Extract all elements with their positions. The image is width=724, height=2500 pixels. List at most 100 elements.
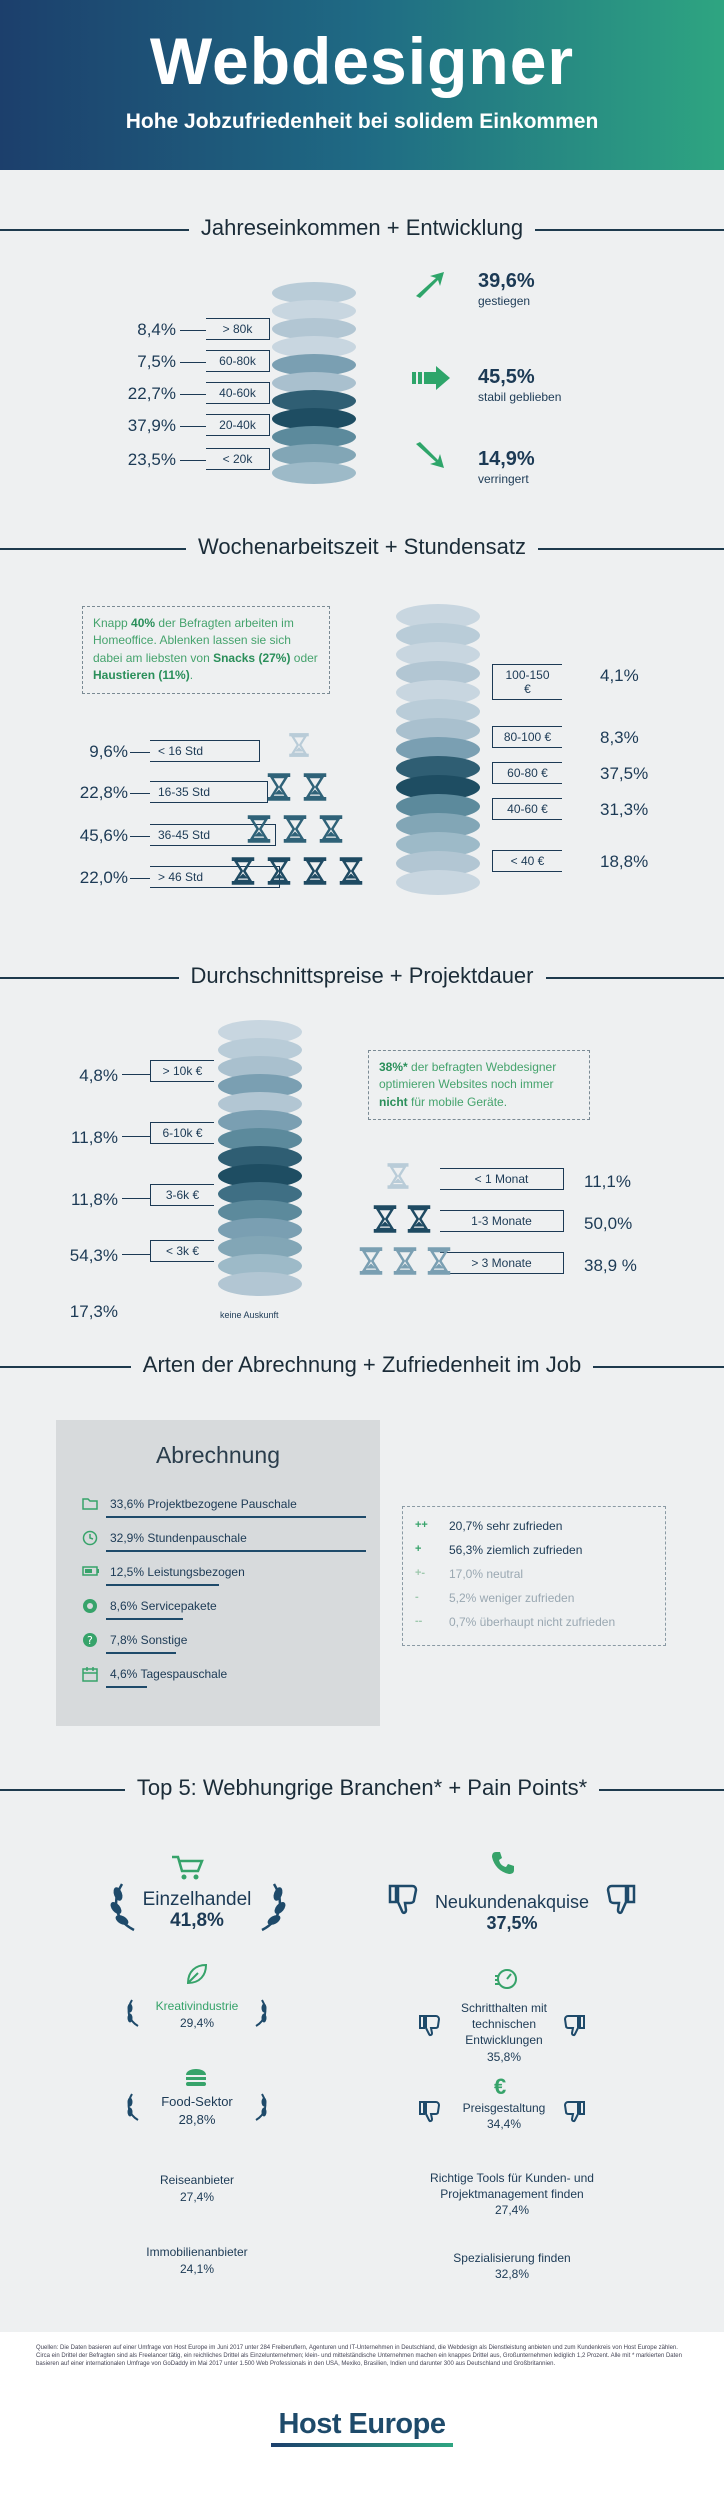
hours-pct: 9,6% — [89, 742, 128, 761]
duration-pct: 50,0% — [584, 1214, 633, 1233]
hours-label: < 16 Std — [150, 740, 260, 762]
satisfaction-symbol: +- — [415, 1567, 426, 1579]
trend-value: 14,9% — [478, 448, 535, 470]
laurel-right-small-icon — [252, 1998, 270, 2033]
page-title: Webdesigner — [149, 24, 575, 98]
satisfaction-symbol: - — [415, 1591, 419, 1603]
price-coin-stack — [218, 1020, 302, 1310]
industry-1: Einzelhandel 41,8% — [142, 1889, 252, 1931]
top5-section-title: Top 5: Webhungrige Branchen* + Pain Poin… — [0, 1775, 724, 1801]
hourglass-icon — [424, 1246, 454, 1276]
speed-icon — [494, 1966, 518, 1995]
rate-pct: 31,3% — [600, 800, 649, 819]
pain-4: Richtige Tools für Kunden- und Projektma… — [430, 2171, 594, 2218]
income-pct: 37,9% — [127, 416, 176, 435]
billing-bar — [106, 1516, 366, 1518]
package-icon — [82, 1598, 100, 1614]
pain-5: Spezialisierung finden 32,8% — [453, 2251, 571, 2282]
rate-pct: 4,1% — [600, 666, 639, 685]
hourglass-icon — [228, 856, 258, 886]
price-label: 6-10k € — [150, 1122, 214, 1144]
hourglass-icon — [264, 856, 294, 886]
duration-pct: 38,9 % — [584, 1256, 637, 1275]
income-pct: 22,7% — [127, 384, 176, 403]
satisfaction-item: 5,2% weniger zufrieden — [449, 1591, 575, 1605]
price-connector — [122, 1074, 150, 1075]
rate-label: 40-60 € — [492, 798, 562, 820]
duration-label: < 1 Monat — [440, 1168, 564, 1190]
hourglass-icon — [300, 772, 330, 802]
leaf-icon — [184, 1963, 208, 1992]
rate-pct: 18,8% — [600, 852, 649, 871]
rate-label: 80-100 € — [492, 726, 562, 748]
price-pct: 11,8% — [71, 1190, 118, 1209]
footer: Quellen: Die Daten basieren auf einer Um… — [0, 2332, 724, 2500]
income-connector — [180, 460, 206, 461]
price-label: < 3k € — [150, 1240, 214, 1262]
hourglass-icon — [244, 814, 274, 844]
billing-bar — [106, 1686, 147, 1688]
thumbs-down-small-icon — [562, 2014, 586, 2043]
trend-label: verringert — [478, 472, 529, 486]
hourglass-icon — [390, 1246, 420, 1276]
price-pct: 4,8% — [79, 1066, 118, 1085]
coin — [396, 870, 480, 895]
billing-bar — [106, 1550, 366, 1552]
price-label: 3-6k € — [150, 1184, 214, 1206]
trend-label: gestiegen — [478, 294, 531, 308]
price-connector — [122, 1254, 150, 1255]
industry-3: Food-Sektor 28,8% — [161, 2094, 233, 2127]
euro-icon: € — [494, 2074, 507, 2099]
homeoffice-note: Knapp 40% der Befragten arbeiten im Home… — [82, 606, 330, 694]
folder-icon — [82, 1496, 100, 1512]
hours-connector — [130, 836, 150, 837]
arrow-up-icon — [412, 270, 448, 305]
income-label: > 80k — [206, 318, 270, 340]
hours-pct: 22,0% — [79, 868, 128, 887]
price-label: > 10k € — [150, 1060, 214, 1082]
income-connector — [180, 426, 206, 427]
billing-item: 7,8% Sonstige — [110, 1633, 188, 1647]
satisfaction-item: 56,3% ziemlich zufrieden — [449, 1543, 583, 1557]
prices-section-title: Durchschnittspreise + Projektdauer — [0, 963, 724, 989]
rate-label: < 40 € — [492, 850, 562, 872]
industry-4: Reiseanbieter 27,4% — [159, 2173, 235, 2204]
sources-text: Quellen: Die Daten basieren auf einer Um… — [36, 2345, 682, 2368]
laurel-right-small-icon — [252, 2092, 270, 2127]
satisfaction-item: 20,7% sehr zufrieden — [449, 1519, 563, 1533]
page-subtitle: Hohe Jobzufriedenheit bei solidem Einkom… — [125, 110, 599, 133]
hourglass-icon — [404, 1204, 434, 1234]
price-label-none: keine Auskunft — [220, 1310, 279, 1320]
billing-box: Abrechnung 33,6% Projektbezogene Pauscha… — [56, 1420, 380, 1726]
mobile-note: 38%* der befragten Webdesigner optimiere… — [368, 1050, 590, 1121]
income-label: 60-80k — [206, 350, 270, 372]
satisfaction-symbol: + — [415, 1543, 422, 1555]
income-label: 20-40k — [206, 414, 270, 436]
billing-bar — [106, 1584, 219, 1586]
billing-bar — [106, 1652, 176, 1654]
industry-2: Kreativindustrie 29,4% — [155, 1999, 239, 2030]
header-banner: Webdesigner Hohe Jobzufriedenheit bei so… — [0, 0, 724, 170]
phone-icon — [490, 1850, 514, 1881]
price-connector — [122, 1198, 150, 1199]
battery-icon — [82, 1564, 100, 1580]
income-connector — [180, 394, 206, 395]
hours-pct: 45,6% — [79, 826, 128, 845]
rate-pct: 37,5% — [600, 764, 649, 783]
income-pct: 7,5% — [137, 352, 176, 371]
duration-label: 1-3 Monate — [440, 1210, 564, 1232]
laurel-left-small-icon — [124, 1998, 142, 2033]
hours-label: > 46 Std — [150, 866, 280, 888]
work-section-title: Wochenarbeitszeit + Stundensatz — [0, 534, 724, 560]
price-pct: 17,3% — [69, 1302, 118, 1321]
thumbs-down-icon — [604, 1882, 638, 1921]
thumbs-down-small-icon — [562, 2100, 586, 2129]
price-pct: 11,8% — [71, 1128, 118, 1147]
laurel-right-icon — [254, 1882, 288, 1937]
laurel-left-small-icon — [124, 2092, 142, 2127]
income-pct: 8,4% — [137, 320, 176, 339]
rate-label: 100-150 € — [492, 664, 562, 700]
hours-label: 36-45 Std — [150, 824, 276, 846]
hourglass-icon — [356, 1246, 386, 1276]
income-section-title: Jahreseinkommen + Entwicklung — [0, 215, 724, 241]
